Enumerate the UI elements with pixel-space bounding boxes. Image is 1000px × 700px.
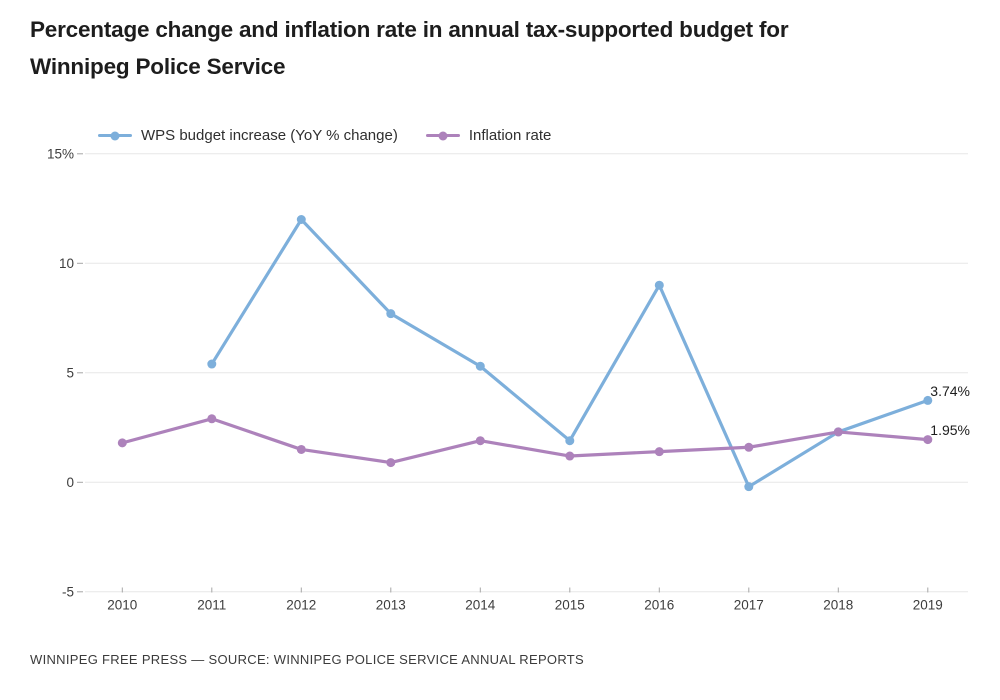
legend-item-inflation[interactable]: Inflation rate (425, 127, 552, 144)
y-axis-label: 0 (66, 475, 74, 490)
x-axis-label: 2019 (913, 598, 943, 613)
chart-title-line-2: Winnipeg Police Service (30, 54, 286, 79)
end-value-label: 3.74% (930, 383, 970, 399)
source-attribution: WINNIPEG FREE PRESS — SOURCE: WINNIPEG P… (30, 652, 584, 667)
chart-title-line-1: Percentage change and inflation rate in … (30, 17, 789, 42)
legend-line-marker-icon (98, 131, 132, 140)
data-point-marker[interactable] (744, 482, 754, 492)
x-axis-label: 2011 (197, 598, 226, 613)
data-point-marker[interactable] (207, 414, 217, 424)
data-point-marker[interactable] (833, 427, 843, 437)
series-line-1 (120, 417, 930, 465)
data-point-marker[interactable] (565, 451, 575, 461)
y-axis-label: 15% (47, 146, 74, 161)
x-axis-label: 2017 (734, 598, 764, 613)
legend-label-inflation: Inflation rate (468, 127, 552, 144)
series-line-0 (210, 217, 930, 489)
data-point-marker[interactable] (296, 215, 306, 224)
x-axis-label: 2010 (107, 598, 137, 613)
legend-dot-icon (438, 131, 448, 140)
data-point-marker[interactable] (565, 436, 575, 446)
x-axis-label: 2018 (823, 598, 853, 613)
legend-dot-icon (110, 131, 120, 140)
data-point-marker[interactable] (296, 444, 306, 454)
x-axis-label: 2016 (644, 598, 674, 613)
chart-legend: WPS budget increase (YoY % change) Infla… (98, 127, 551, 144)
legend-label-wps-budget: WPS budget increase (YoY % change) (141, 127, 398, 144)
y-axis-label: 10 (59, 256, 74, 271)
data-point-marker[interactable] (923, 435, 933, 445)
data-point-marker[interactable] (923, 395, 933, 405)
x-axis-label: 2013 (376, 598, 406, 613)
x-axis-label: 2014 (465, 598, 496, 613)
data-point-marker[interactable] (654, 447, 664, 457)
data-point-marker[interactable] (207, 359, 217, 369)
y-axis-label: -5 (62, 584, 74, 599)
end-value-label: 1.95% (930, 422, 970, 438)
data-point-marker[interactable] (475, 436, 485, 446)
data-point-marker[interactable] (117, 438, 127, 448)
data-point-marker[interactable] (744, 442, 754, 452)
y-axis-label: 5 (66, 365, 74, 380)
chart-title: Percentage change and inflation rate in … (30, 11, 985, 85)
data-point-marker[interactable] (654, 280, 664, 290)
legend-item-wps-budget[interactable]: WPS budget increase (YoY % change) (98, 127, 398, 144)
x-axis-label: 2012 (286, 598, 316, 613)
data-point-marker[interactable] (386, 458, 396, 468)
data-point-marker[interactable] (386, 309, 396, 319)
data-point-marker[interactable] (475, 361, 485, 371)
x-axis-label: 2015 (555, 598, 585, 613)
legend-line-marker-icon (425, 131, 460, 140)
